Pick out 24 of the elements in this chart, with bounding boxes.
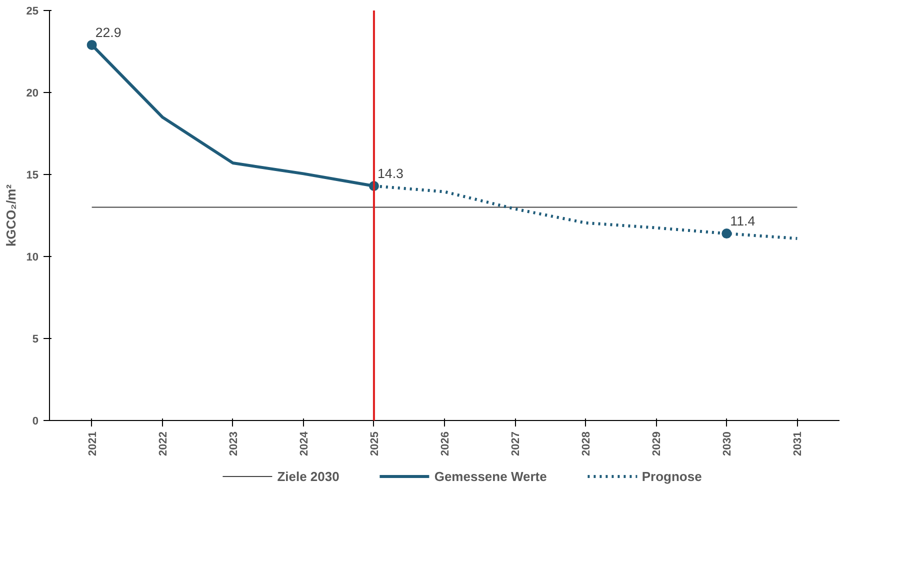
x-tick-label: 2023: [228, 431, 240, 456]
y-axis-title: kGCO₂/m²: [3, 184, 18, 247]
data-label: 11.4: [730, 213, 756, 228]
x-tick-label: 2029: [651, 431, 664, 456]
x-tick-label: 2030: [722, 431, 734, 456]
data-label: 14.3: [377, 166, 404, 181]
legend-label: Ziele 2030: [277, 468, 340, 484]
x-tick-label: 2027: [510, 431, 522, 456]
legend-label: Prognose: [642, 468, 702, 484]
x-tick-label: 2024: [298, 430, 310, 456]
data-label: 22.9: [95, 24, 122, 40]
y-tick-label: 15: [26, 170, 39, 182]
y-tick-label: 5: [32, 334, 39, 346]
x-tick-label: 2026: [440, 431, 452, 456]
legend-label: Gemessene Werte: [434, 468, 547, 484]
x-tick-label: 2021: [86, 431, 99, 456]
y-tick-label: 0: [32, 416, 39, 428]
x-tick-label: 2028: [580, 431, 593, 456]
x-tick-label: 2022: [157, 431, 170, 456]
x-tick-label: 2031: [792, 431, 804, 456]
y-tick-label: 25: [26, 6, 39, 18]
x-tick-label: 2025: [368, 431, 381, 456]
y-tick-label: 20: [26, 88, 39, 100]
y-tick-label: 10: [26, 252, 39, 264]
